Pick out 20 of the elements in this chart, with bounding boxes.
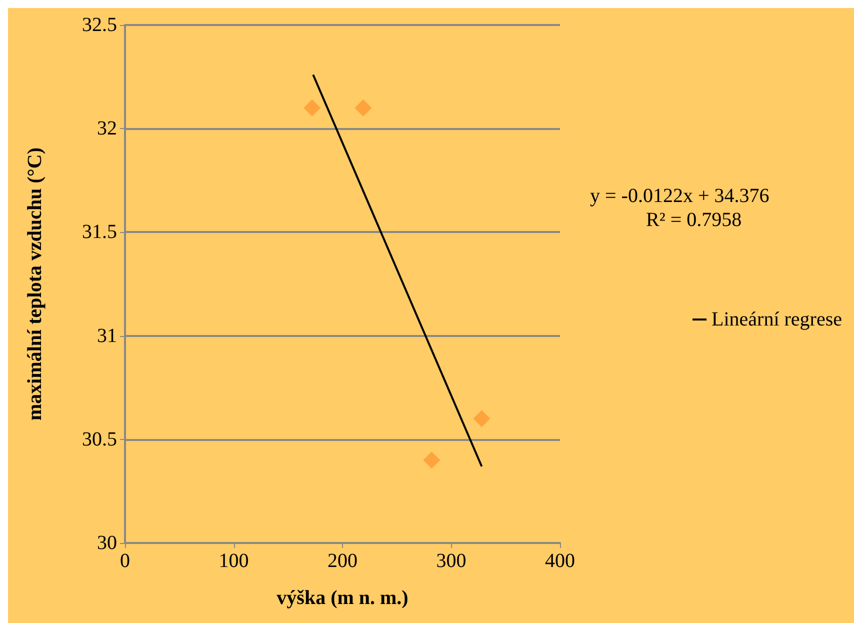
x-tick-label: 200 [328,550,358,572]
legend-label: Lineární regrese [712,308,842,330]
text: R² = 0.7958 [646,209,742,231]
x-tick-label: 300 [436,550,466,572]
point [423,452,440,469]
y-axis-title: maximální teplota vzduchu (°C) [24,148,46,420]
text: y = -0.0122x + 34.376 [590,185,770,207]
point [304,99,321,116]
y-tick-label: 32.5 [82,14,117,36]
y-tick-label: 31 [97,324,117,347]
point [354,99,372,116]
x-tick-label: 100 [218,550,249,572]
y-tick-label: 30.5 [82,428,117,450]
y-tick-label: 31.5 [82,221,117,244]
x-tick-label: 400 [545,550,575,572]
point [473,410,490,428]
x-tick-label: 0 [120,550,130,572]
y-tick-label: 32 [97,118,117,140]
y-tick-label: 30 [97,532,117,554]
x-axis-title: výška (m n. m.) [276,587,408,609]
